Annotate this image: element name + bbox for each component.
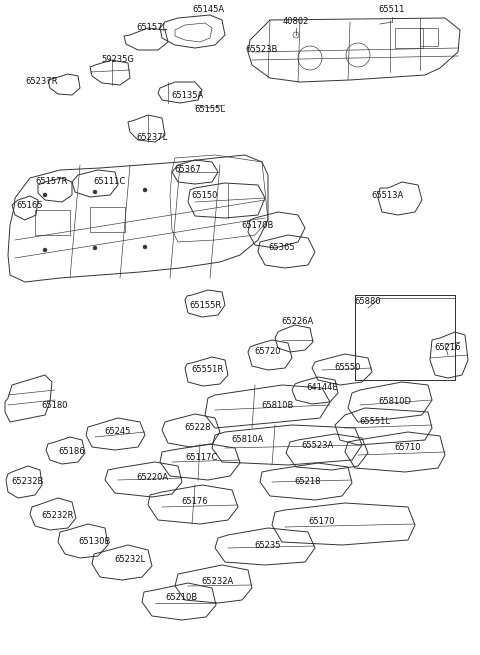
Text: 65551L: 65551L <box>360 417 391 426</box>
Text: 65523B: 65523B <box>246 45 278 54</box>
Bar <box>35 210 70 235</box>
Circle shape <box>143 245 147 249</box>
Text: 59235G: 59235G <box>102 56 134 64</box>
Text: 40802: 40802 <box>283 18 309 26</box>
Bar <box>355 295 455 380</box>
Text: 65232L: 65232L <box>114 555 145 565</box>
Text: 65220A: 65220A <box>136 474 168 483</box>
Text: 65117C: 65117C <box>186 453 218 462</box>
Text: 65513A: 65513A <box>372 191 404 200</box>
Text: 65880: 65880 <box>355 297 381 307</box>
Text: 65157L: 65157L <box>136 24 168 33</box>
Text: 65235: 65235 <box>255 540 281 550</box>
Text: 65237R: 65237R <box>26 77 58 86</box>
Text: 65111C: 65111C <box>94 178 126 187</box>
Text: 65226A: 65226A <box>282 318 314 326</box>
Text: 65365: 65365 <box>269 244 295 252</box>
Text: 65237L: 65237L <box>136 134 168 143</box>
Text: 65170B: 65170B <box>242 221 274 229</box>
Text: 65523A: 65523A <box>302 441 334 449</box>
Text: 64144E: 64144E <box>306 383 338 392</box>
Circle shape <box>93 190 97 194</box>
Bar <box>395 28 423 48</box>
Text: 65165: 65165 <box>17 200 43 210</box>
Text: 65367: 65367 <box>175 166 202 174</box>
Text: 65130B: 65130B <box>79 538 111 546</box>
Text: 65210B: 65210B <box>166 593 198 603</box>
Bar <box>420 28 438 46</box>
Text: 65550: 65550 <box>335 364 361 373</box>
Circle shape <box>93 246 97 250</box>
Text: 65176: 65176 <box>182 498 208 506</box>
Text: 65511: 65511 <box>379 5 405 14</box>
Bar <box>90 207 125 232</box>
Text: 65170: 65170 <box>309 517 335 527</box>
Text: 65720: 65720 <box>255 348 281 356</box>
Circle shape <box>43 193 47 197</box>
Text: 65216: 65216 <box>435 343 461 352</box>
Circle shape <box>43 248 47 252</box>
Text: 65145A: 65145A <box>192 5 224 14</box>
Circle shape <box>143 188 147 192</box>
Text: 65245: 65245 <box>105 428 131 436</box>
Text: 65218: 65218 <box>295 477 321 487</box>
Text: 65810B: 65810B <box>262 400 294 409</box>
Text: 65150: 65150 <box>192 191 218 200</box>
Text: 65155R: 65155R <box>189 301 221 310</box>
Text: 65155L: 65155L <box>194 105 226 115</box>
Text: 65135A: 65135A <box>172 90 204 100</box>
Text: 65157R: 65157R <box>36 178 68 187</box>
Text: 65810A: 65810A <box>232 436 264 445</box>
Text: 65551R: 65551R <box>192 365 224 375</box>
Text: 65232B: 65232B <box>12 477 44 487</box>
Text: 65180: 65180 <box>42 400 68 409</box>
Text: 65232R: 65232R <box>42 510 74 519</box>
Text: 65710: 65710 <box>395 443 421 453</box>
Text: 65232A: 65232A <box>202 578 234 586</box>
Text: 65228: 65228 <box>185 424 211 432</box>
Text: 65810D: 65810D <box>379 398 411 407</box>
Text: 65186: 65186 <box>59 447 85 457</box>
